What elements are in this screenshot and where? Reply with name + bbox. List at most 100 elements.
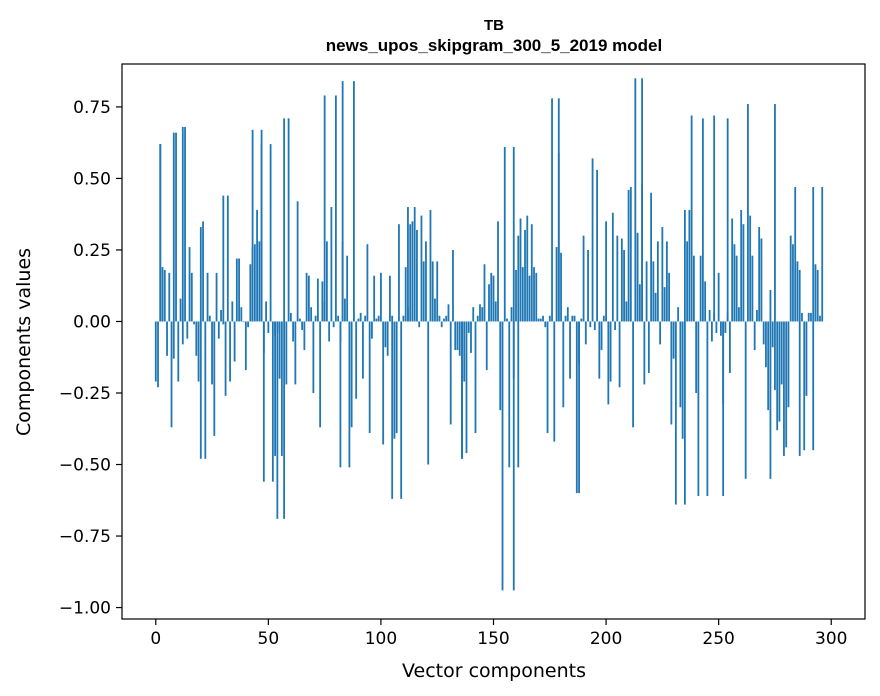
bar (598, 321, 601, 379)
bar (553, 321, 556, 442)
bar (814, 264, 817, 322)
bar (170, 321, 173, 428)
bar (605, 221, 607, 322)
bar (677, 307, 680, 322)
bar (663, 287, 666, 322)
bar (445, 315, 448, 322)
x-tick-label: 50 (258, 629, 280, 649)
bar (409, 224, 412, 322)
bar (371, 321, 373, 339)
bar (656, 241, 659, 322)
bar (177, 321, 180, 382)
bar (665, 241, 668, 322)
bar (807, 312, 810, 322)
bar (319, 321, 322, 428)
bar (787, 321, 790, 408)
bar-highlight (683, 321, 686, 505)
bar (404, 267, 407, 322)
bar-highlight (821, 187, 824, 322)
bar (213, 321, 216, 436)
bar (638, 284, 641, 322)
bar (715, 321, 718, 333)
bar (242, 321, 245, 323)
bar (402, 315, 405, 322)
bar (258, 241, 261, 322)
bar (650, 192, 653, 322)
bar (161, 267, 164, 322)
bar (314, 315, 317, 322)
bar (524, 229, 526, 322)
bar (747, 104, 749, 322)
bar (803, 321, 806, 451)
bar (508, 321, 511, 468)
bar (566, 307, 569, 322)
bar (305, 272, 308, 322)
bar (294, 321, 297, 385)
bar (618, 321, 621, 388)
bar (199, 227, 202, 322)
bar (774, 321, 776, 391)
bar (564, 315, 567, 322)
bar (168, 272, 171, 322)
bar (771, 321, 774, 348)
bar-highlight (274, 321, 276, 456)
bar (420, 215, 423, 322)
bar (506, 318, 508, 322)
x-tick-label: 150 (477, 629, 509, 649)
bar (334, 95, 337, 322)
bar (668, 272, 671, 322)
bar (672, 321, 675, 359)
bar (181, 321, 184, 345)
bar (481, 307, 484, 322)
bar (679, 321, 682, 408)
bar (449, 321, 452, 425)
bar (485, 321, 488, 371)
bar (562, 321, 565, 408)
bar (497, 221, 499, 322)
bar (620, 238, 623, 322)
bar (233, 321, 236, 362)
bar (810, 312, 812, 322)
bar-highlight (181, 126, 184, 322)
bar (778, 321, 781, 422)
bar-highlight (641, 78, 643, 322)
bar (231, 301, 234, 322)
bar (751, 255, 754, 322)
bar-highlight (713, 115, 716, 322)
bar (762, 321, 765, 345)
y-tick-label: −0.75 (59, 527, 111, 547)
bar (348, 321, 351, 468)
bar (794, 187, 797, 322)
y-axis-label: Components values (13, 248, 35, 436)
x-tick-label: 300 (815, 629, 847, 649)
bar (296, 201, 299, 322)
bar (688, 209, 691, 322)
bar-highlight (262, 321, 265, 482)
bar (530, 224, 533, 322)
bar (749, 215, 752, 322)
bar (780, 321, 783, 385)
bar (188, 247, 191, 322)
bar (271, 321, 274, 482)
bar (670, 321, 673, 425)
bar (206, 272, 209, 322)
bar (456, 321, 459, 351)
bar (661, 227, 664, 322)
bar (607, 321, 610, 405)
bar (805, 321, 808, 396)
bar (425, 241, 427, 322)
bar (307, 275, 310, 322)
bar-highlight (260, 144, 263, 322)
y-tick-label: 0.75 (73, 98, 111, 118)
bar (654, 292, 657, 322)
bar (289, 312, 292, 322)
bar (729, 321, 731, 373)
bar-highlight (407, 207, 409, 322)
bar (789, 235, 792, 322)
axis-ticks: 0 50 100 150 200 250 300 −1.00 −0.75 −0.50 −0.25 0.… (59, 98, 848, 649)
bar (238, 258, 240, 322)
bar (587, 249, 589, 322)
bar (517, 235, 520, 322)
bars (154, 78, 824, 591)
